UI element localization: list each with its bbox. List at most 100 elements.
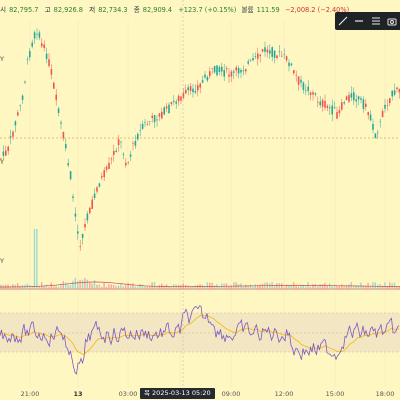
candle-body xyxy=(266,49,269,53)
camera-icon[interactable] xyxy=(385,14,399,28)
candle-body xyxy=(197,85,199,91)
volume-bar xyxy=(273,285,276,289)
volume-change: −2,008.2 (−2.40%) xyxy=(284,6,350,14)
candle-body xyxy=(108,162,110,169)
candle-body xyxy=(281,55,283,57)
time-label: 12:00 xyxy=(274,390,294,398)
volume-bar xyxy=(213,285,216,289)
volume-bar xyxy=(120,283,122,289)
time-label: 13 xyxy=(73,390,83,398)
candle-body xyxy=(329,107,331,109)
candle-body xyxy=(0,158,2,160)
volume-bar xyxy=(45,284,48,289)
candle-body xyxy=(362,99,365,109)
volume-bar xyxy=(290,285,292,289)
candle-body xyxy=(307,86,309,92)
volume-bar xyxy=(86,279,88,289)
candle-body xyxy=(199,83,201,88)
candle-body xyxy=(386,105,389,106)
high-value: 82,926.8 xyxy=(53,6,84,14)
ohlc-legend: 시 82,795.7 고 82,926.8 저 82,734.3 종 82,909.4 … xyxy=(0,3,352,17)
time-label: 03:00 xyxy=(118,390,138,398)
volume-bar xyxy=(283,286,285,289)
candle-body xyxy=(24,81,26,83)
candle-body xyxy=(2,151,5,156)
candle-body xyxy=(285,56,288,61)
candle-body xyxy=(254,56,257,57)
candle-body xyxy=(283,53,285,55)
candle-body xyxy=(9,136,12,138)
volume-bar xyxy=(122,286,124,289)
candle-body xyxy=(247,61,249,64)
volume-bar xyxy=(168,286,170,289)
candle-body xyxy=(168,104,170,114)
time-label: 21:00 xyxy=(20,390,40,398)
volume-bar xyxy=(345,285,348,289)
volume-bar xyxy=(235,282,237,289)
volume-bar xyxy=(300,284,302,289)
candle-body xyxy=(161,111,163,119)
candle-body xyxy=(165,106,168,109)
volume-bar xyxy=(125,285,127,289)
candle-body xyxy=(230,71,233,77)
price-chart[interactable] xyxy=(0,0,400,388)
volume-bar xyxy=(89,282,91,289)
candle-body xyxy=(338,109,341,114)
candle-body xyxy=(38,32,41,38)
menu-icon[interactable] xyxy=(369,14,383,28)
candle-body xyxy=(79,246,81,248)
volume-bar xyxy=(389,282,391,289)
candle-body xyxy=(113,150,115,155)
candle-body xyxy=(357,96,360,100)
rsi-line xyxy=(0,305,400,375)
volume-bar xyxy=(187,285,189,289)
candle-body xyxy=(86,213,89,221)
candle-body xyxy=(319,101,321,106)
volume-bar xyxy=(336,285,338,289)
candle-body xyxy=(312,92,314,95)
left-axis-fragment-1: Y xyxy=(0,55,4,63)
volume-bar xyxy=(108,284,110,289)
candle-body xyxy=(353,92,355,101)
candle-body xyxy=(360,98,362,100)
candle-body xyxy=(185,89,187,94)
volume-bar xyxy=(17,283,19,289)
volume-bar xyxy=(65,282,67,289)
candle-body xyxy=(391,90,393,97)
candle-body xyxy=(115,150,117,153)
candle-body xyxy=(278,50,281,52)
candle-body xyxy=(84,223,86,228)
candle-body xyxy=(367,112,369,116)
volume-bar xyxy=(288,285,290,289)
volume-bar xyxy=(237,284,240,289)
candle-body xyxy=(290,63,293,66)
candle-body xyxy=(336,112,338,119)
volume-bar xyxy=(127,282,129,289)
volume-bar xyxy=(81,279,84,289)
volume-bar xyxy=(233,282,235,289)
candle-body xyxy=(122,154,125,156)
candle-body xyxy=(7,146,9,152)
candle-body xyxy=(163,107,165,115)
candle-body xyxy=(177,95,180,102)
candle-body xyxy=(26,59,29,61)
volume-bar xyxy=(36,229,38,289)
trend-line-icon[interactable] xyxy=(336,14,350,28)
candle-body xyxy=(125,162,127,166)
volume-bar xyxy=(105,286,108,289)
candle-body xyxy=(194,90,197,93)
volume-bar xyxy=(19,285,21,289)
candle-body xyxy=(105,166,108,170)
candle-body xyxy=(341,102,343,110)
volume-bar xyxy=(62,281,64,289)
open-value: 82,795.7 xyxy=(9,6,39,14)
candle-body xyxy=(398,88,400,93)
horizontal-line-icon[interactable] xyxy=(352,14,366,28)
volume-bar xyxy=(113,285,115,289)
volume-bar xyxy=(278,282,280,289)
volume-bar xyxy=(209,282,211,289)
volume-bar xyxy=(249,284,252,289)
candle-body xyxy=(211,68,213,69)
volume-bar xyxy=(326,286,328,289)
candle-body xyxy=(271,47,273,57)
